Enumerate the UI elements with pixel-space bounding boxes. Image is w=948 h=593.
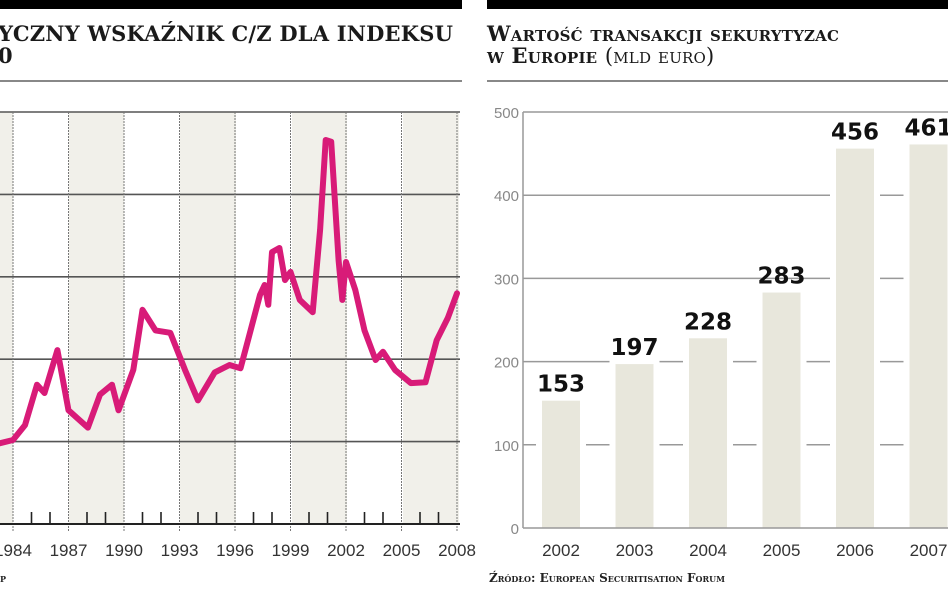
- shaded-band: [292, 112, 347, 524]
- right-header-bar: [487, 0, 948, 9]
- x-tick-label: 1990: [105, 541, 143, 560]
- left-chart-title: YCZNY WSKAŹNIK C/Z DLA INDEKSU 0: [0, 23, 453, 67]
- data-label: 283: [757, 264, 805, 290]
- x-tick-label: 2003: [616, 541, 654, 560]
- right-title-line1: Wartość transakcji sekurytyzac: [487, 21, 840, 46]
- x-tick-label: 1987: [50, 541, 88, 560]
- bar-2002: [542, 400, 580, 528]
- y-tick-label: 400: [494, 188, 519, 205]
- y-tick-label: 100: [494, 438, 519, 455]
- pe-ratio-line: [0, 137, 460, 447]
- y-tick-label: 500: [494, 105, 519, 122]
- x-tick-label: 2002: [327, 541, 365, 560]
- bar-2005: [762, 292, 801, 528]
- bar-2006: [836, 148, 874, 528]
- shaded-band: [180, 112, 236, 524]
- left-title-line1: YCZNY WSKAŹNIK C/Z DLA INDEKSU: [0, 21, 454, 46]
- data-label: 456: [831, 120, 879, 146]
- x-tick-label: 2005: [763, 541, 801, 560]
- right-title-line2-bold: w Europie: [487, 43, 598, 68]
- left-title-rule: [0, 80, 462, 82]
- right-source: Źródło: European Securitisation Forum: [489, 571, 725, 585]
- y-tick-label: 300: [494, 271, 519, 288]
- x-tick-label: 2005: [383, 541, 421, 560]
- x-tick-label: 1996: [216, 541, 254, 560]
- right-chart-title: Wartość transakcji sekurytyzac w Europie…: [487, 21, 840, 68]
- x-tick-label: 1984: [0, 541, 32, 560]
- right-title-line2-unit: (mld euro): [604, 44, 715, 68]
- x-tick-label: 2004: [689, 541, 727, 560]
- left-source: p: [0, 571, 7, 585]
- data-label: 197: [610, 335, 658, 361]
- data-label: 228: [684, 309, 732, 335]
- data-label: 461: [904, 115, 948, 141]
- bar-2004: [689, 338, 727, 528]
- y-tick-label: 0: [511, 521, 519, 538]
- bar-2007: [909, 144, 948, 528]
- x-tick-label: 1999: [272, 541, 310, 560]
- data-label: 153: [537, 372, 585, 398]
- x-tick-label: 2008: [438, 541, 476, 560]
- right-title-rule: [487, 80, 948, 82]
- left-header-bar: [0, 0, 462, 9]
- y-tick-label: 200: [494, 355, 519, 372]
- bar-2003: [615, 364, 654, 528]
- left-title-line2: 0: [0, 45, 453, 67]
- x-tick-label: 1993: [161, 541, 199, 560]
- x-tick-label: 2002: [542, 541, 580, 560]
- x-tick-label: 2006: [836, 541, 874, 560]
- x-tick-label: 2007: [910, 541, 948, 560]
- shaded-band: [69, 112, 124, 524]
- shaded-band: [0, 112, 13, 524]
